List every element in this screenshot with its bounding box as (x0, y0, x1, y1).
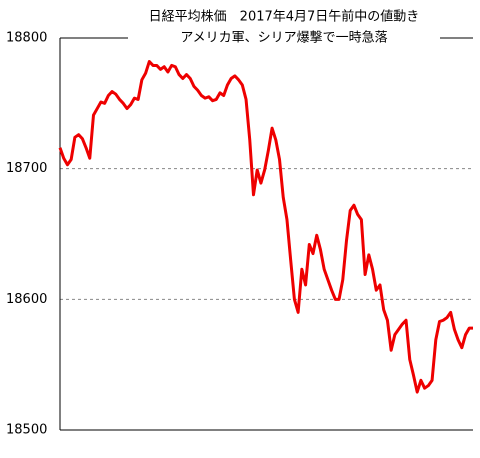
price-line (58, 60, 473, 394)
chart-subtitle: アメリカ軍、シリア爆撃で一時急落 (180, 30, 387, 46)
y-tick-label: 18500 (6, 423, 47, 438)
title-background (128, 5, 440, 49)
y-tick-label: 18600 (6, 292, 47, 307)
plot (58, 60, 473, 394)
y-tick-label: 18700 (6, 161, 47, 176)
chart-title: 日経平均株価 2017年4月7日午前中の値動き (149, 9, 420, 25)
y-tick-label: 18800 (6, 31, 47, 46)
